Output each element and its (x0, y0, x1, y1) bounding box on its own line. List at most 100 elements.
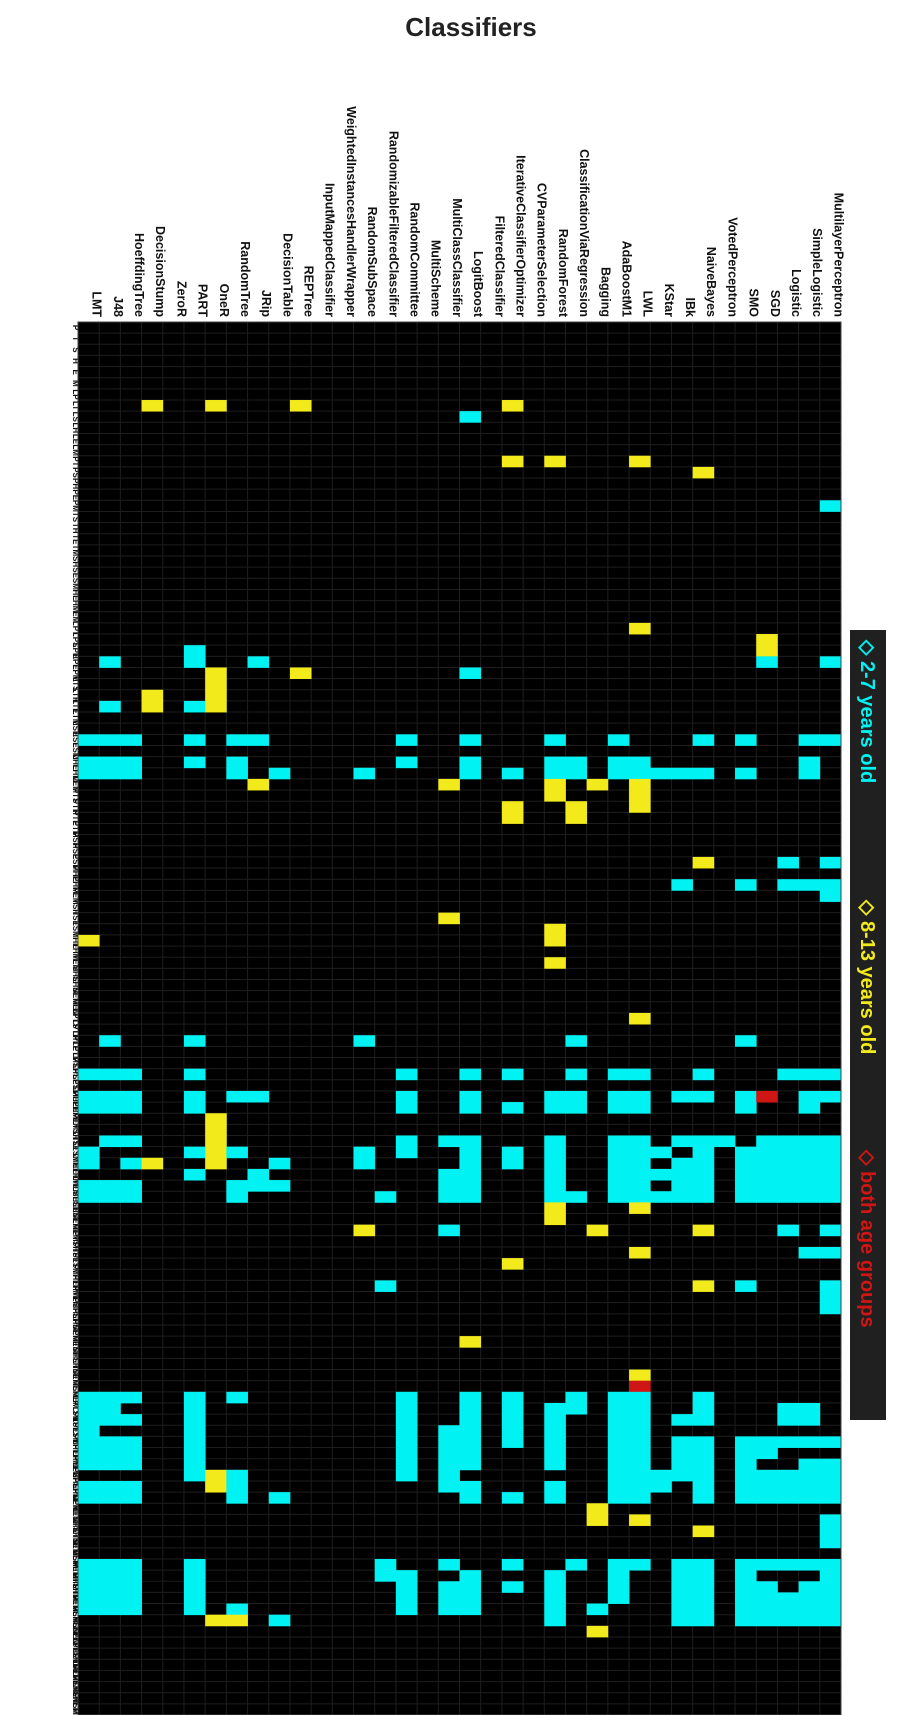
heatmap-cell (544, 1213, 566, 1226)
heatmap-cell (141, 1157, 164, 1170)
row-label: LPSM (71, 1074, 80, 1097)
row-labels: PTSHEMLPLTLSLHLELMPTPSPHPEPMTSTHTETMSHSE… (71, 325, 80, 1715)
row-label: E (71, 369, 80, 375)
row-label: P (71, 325, 80, 331)
heatmap-cell (607, 1402, 630, 1415)
heatmap-cell (607, 1135, 630, 1148)
row-label: LTSHE (71, 1507, 80, 1533)
heatmap-cell (544, 767, 566, 780)
column-label: ZeroR (174, 281, 188, 317)
heatmap-cell (459, 1168, 482, 1181)
heatmap-cell (78, 1558, 100, 1571)
heatmap-cell (120, 1191, 142, 1203)
row-label: PHM (71, 876, 80, 894)
heatmap-cell (226, 767, 248, 780)
column-label: SimpleLogistic (810, 228, 824, 317)
row-label: PT (71, 456, 80, 466)
heatmap-cell (120, 734, 142, 746)
heatmap-cell (183, 1035, 206, 1047)
row-label: LEM (71, 776, 80, 793)
row-label: LPTSH (71, 1395, 80, 1421)
heatmap-cell (735, 879, 757, 891)
heatmap-cell (78, 1191, 100, 1203)
row-label: THE (71, 932, 80, 949)
heatmap-cell (819, 856, 842, 869)
row-label: TE (71, 534, 80, 545)
column-label: DecisionTable (280, 233, 294, 317)
heatmap-cell (353, 1035, 376, 1047)
column-label: VotedPerceptron (725, 217, 739, 317)
heatmap-cell (629, 801, 651, 813)
heatmap-cell (777, 1146, 800, 1159)
heatmap-cell (565, 1068, 588, 1081)
row-label: LPSHE (71, 1462, 80, 1489)
heatmap-cell (692, 734, 715, 746)
row-label: LPHE (71, 1086, 80, 1108)
heatmap-cell (586, 1503, 609, 1515)
row-label: PHEM (71, 1330, 80, 1353)
heatmap-cell (756, 1480, 778, 1493)
heatmap-cell (395, 1469, 418, 1482)
heatmap-cell (459, 1414, 482, 1426)
heatmap-cell (777, 1414, 800, 1426)
heatmap-cell (756, 1135, 778, 1148)
heatmap-cell (459, 1336, 482, 1348)
row-label: HEM (71, 998, 80, 1016)
heatmap-cell (205, 1135, 227, 1148)
heatmap-cell (735, 734, 757, 746)
column-label: RandomizableFilteredClassifier (386, 131, 400, 317)
heatmap-cell (819, 734, 842, 746)
heatmap-cell (798, 1492, 821, 1504)
heatmap-cell (735, 1592, 757, 1604)
heatmap-cell (819, 890, 842, 902)
heatmap-cell (735, 1168, 757, 1181)
heatmap-cell (735, 1436, 757, 1448)
row-label: TEM (71, 954, 80, 971)
heatmap-cell (756, 1436, 778, 1448)
heatmap-cell (756, 1090, 778, 1103)
heatmap-cell (735, 1458, 757, 1471)
column-label: Bagging (598, 267, 612, 317)
heatmap-cell (629, 1090, 651, 1103)
heatmap-cell (544, 778, 566, 791)
column-label: FilteredClassifier (492, 216, 506, 318)
heatmap-cell (501, 1258, 524, 1270)
heatmap-cell (629, 778, 651, 791)
heatmap-cell (501, 1558, 524, 1571)
heatmap-cell (353, 1157, 376, 1170)
heatmap-cell (544, 1102, 566, 1114)
heatmap-cell (183, 1436, 206, 1448)
heatmap-cell (607, 1447, 630, 1460)
heatmap-cell (120, 1581, 142, 1593)
heatmap-cell (544, 1180, 566, 1192)
heatmap-cell (183, 1447, 206, 1460)
heatmap-cell (735, 1146, 757, 1159)
heatmap-cell (459, 756, 482, 769)
heatmap-cell (629, 1146, 651, 1159)
heatmap-cell (565, 801, 588, 813)
heatmap-cell (183, 1391, 206, 1404)
heatmap-cell (692, 856, 715, 869)
column-label: LMT (90, 291, 104, 317)
heatmap-cell (438, 1581, 460, 1593)
heatmap-cell (607, 734, 630, 746)
heatmap-cell (501, 801, 524, 813)
heatmap-cell (459, 1480, 482, 1493)
heatmap-cell (607, 1581, 630, 1593)
row-label: PTSM (71, 1253, 80, 1276)
heatmap-cell (141, 689, 164, 702)
heatmap-cell (819, 1603, 842, 1616)
heatmap-cell (395, 1458, 418, 1471)
heatmap-cell (735, 1191, 757, 1203)
heatmap-cell (99, 1035, 121, 1047)
heatmap-cell (692, 1180, 715, 1192)
heatmap-cell (205, 1469, 227, 1482)
heatmap-cell (629, 1202, 651, 1214)
row-label: LPHEM (71, 1495, 80, 1523)
row-label: LTSM (71, 1142, 80, 1164)
heatmap-cell (459, 1191, 482, 1203)
row-label: PTSEM (71, 1584, 80, 1612)
heatmap-cell (544, 1425, 566, 1437)
row-label: SE (71, 567, 80, 578)
heatmap-cell (819, 1480, 842, 1493)
